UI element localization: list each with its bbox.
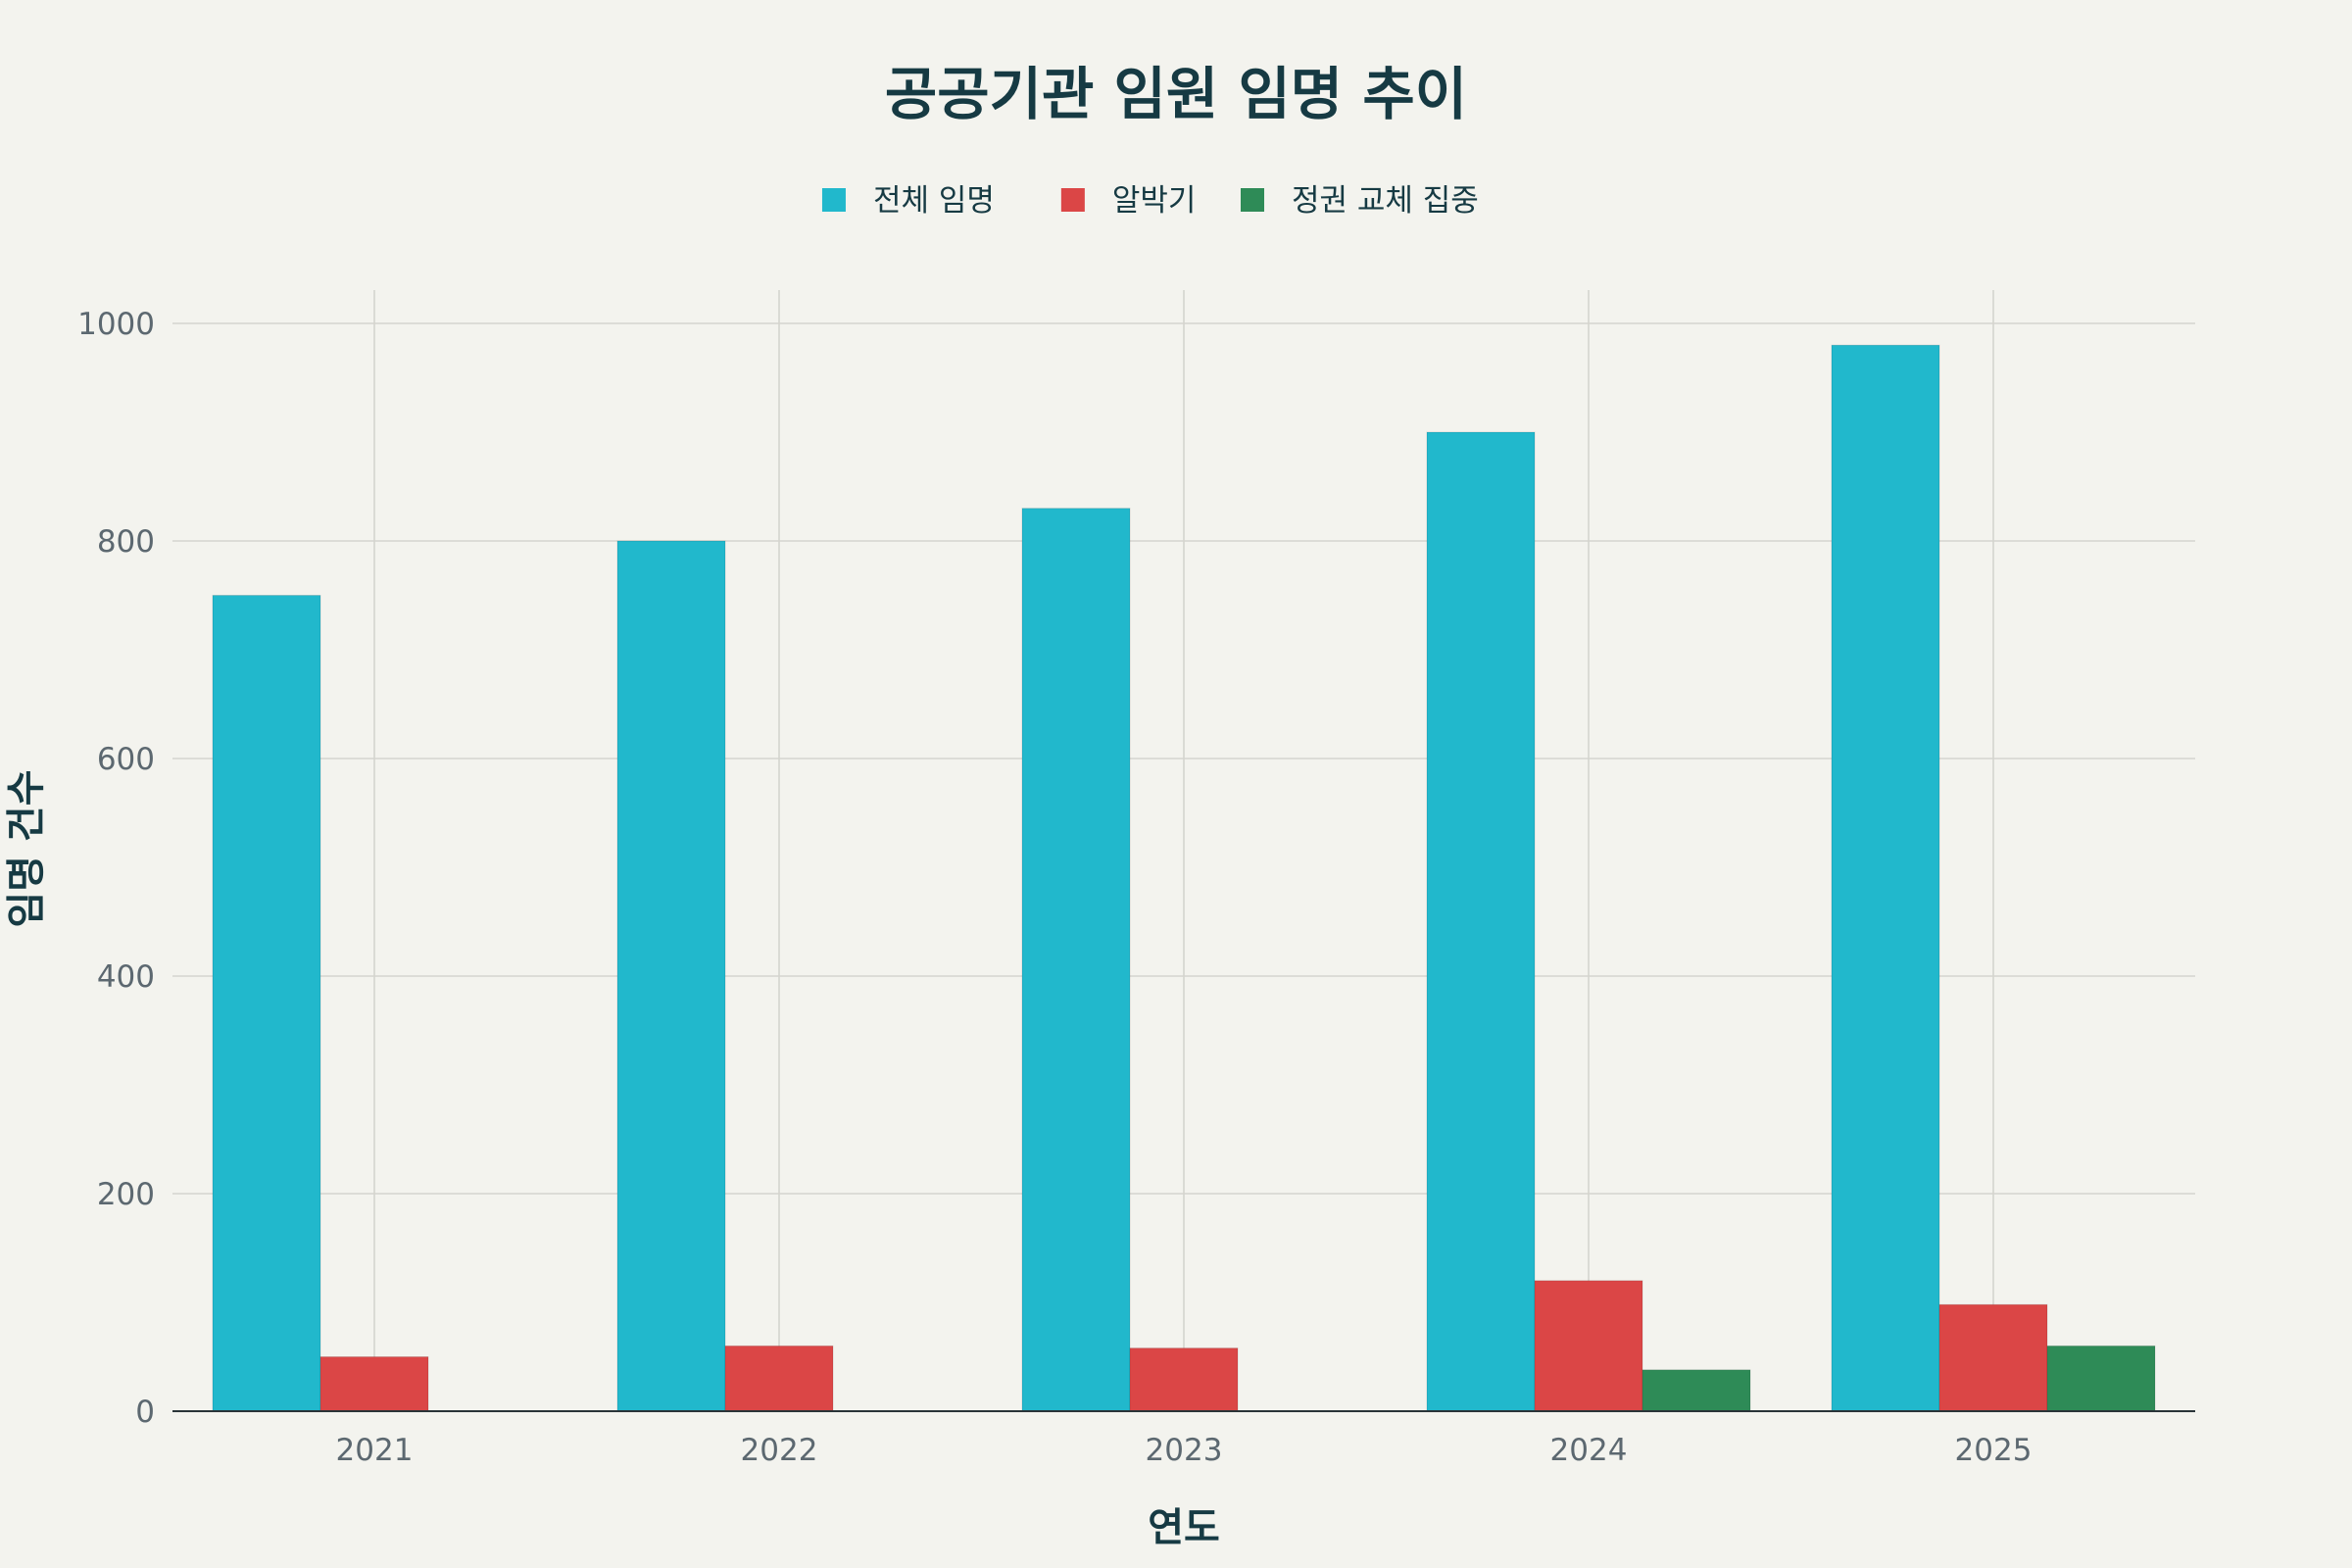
- chart-title: 공공기관 임원 임명 추이: [885, 61, 1467, 127]
- bar-전체 임명-2022[interactable]: [616, 540, 726, 1412]
- bar-알박기-2022[interactable]: [724, 1345, 834, 1412]
- bar-알박기-2021[interactable]: [319, 1356, 429, 1412]
- y-tick-label: 0: [135, 1395, 155, 1430]
- x-tick-label: 2025: [1955, 1433, 2033, 1468]
- y-tick-labels: 0 200 400 600 800 1000: [77, 307, 155, 1430]
- bar-전체 임명-2025[interactable]: [1831, 344, 1940, 1412]
- x-tick-label: 2021: [336, 1433, 414, 1468]
- legend-item-알박기[interactable]: 알박기: [1060, 183, 1197, 219]
- bar-전체 임명-2023[interactable]: [1021, 508, 1131, 1412]
- x-tick-label: 2024: [1550, 1433, 1628, 1468]
- y-tick-label: 1000: [77, 307, 155, 342]
- grid-layer: [172, 290, 2195, 1411]
- x-tick-label: 2023: [1146, 1433, 1223, 1468]
- legend-label: 전체 임명: [873, 183, 995, 219]
- x-tick-labels: 2021 2022 2023 2024 2025: [336, 1433, 2033, 1468]
- legend-label: 알박기: [1112, 183, 1197, 219]
- y-tick-label: 600: [97, 742, 155, 777]
- bar-전체 임명-2024[interactable]: [1426, 431, 1536, 1412]
- y-tick-label: 800: [97, 524, 155, 560]
- bar-전체 임명-2021[interactable]: [212, 595, 321, 1412]
- bar-알박기-2023[interactable]: [1129, 1348, 1239, 1412]
- y-tick-label: 400: [97, 959, 155, 995]
- legend-swatch: [821, 188, 846, 212]
- bar-정권 교체 집중-2025[interactable]: [2046, 1345, 2156, 1412]
- bar-알박기-2024[interactable]: [1534, 1280, 1643, 1412]
- x-tick-label: 2022: [741, 1433, 818, 1468]
- legend-swatch: [1241, 188, 1264, 212]
- y-tick-label: 200: [97, 1177, 155, 1212]
- x-axis-title: 연도: [1148, 1505, 1220, 1550]
- bar-알박기-2025[interactable]: [1938, 1303, 2048, 1412]
- legend-label: 정권 교체 집중: [1292, 183, 1479, 219]
- y-axis-title: 임명 건수: [4, 769, 49, 927]
- legend[interactable]: 전체 임명 알박기 정권 교체 집중: [821, 183, 1479, 219]
- bar-정권 교체 집중-2024[interactable]: [1642, 1369, 1751, 1412]
- legend-item-전체 임명[interactable]: 전체 임명: [821, 183, 995, 219]
- legend-item-정권 교체 집중[interactable]: 정권 교체 집중: [1241, 183, 1479, 219]
- legend-swatch: [1060, 188, 1085, 212]
